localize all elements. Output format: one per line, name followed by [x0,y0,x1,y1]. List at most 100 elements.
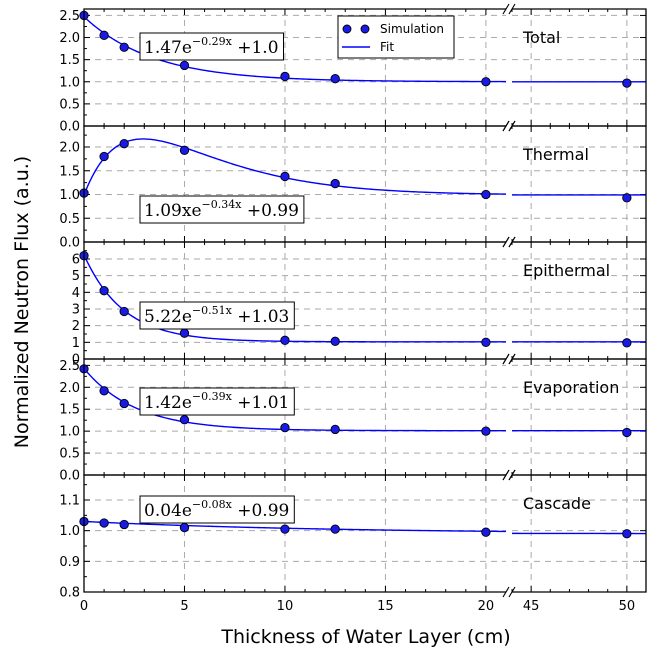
simulation-point [482,528,490,536]
fit-formula: 5.22e−0.51x +1.03 [140,302,294,329]
fit-formula: 1.47e−0.29x +1.0 [140,33,284,60]
fit-formula-exponent: −0.29x [192,35,233,48]
simulation-point [120,520,128,528]
simulation-point [180,146,188,154]
simulation-point [100,519,108,527]
simulation-point [482,338,490,346]
simulation-point [120,307,128,315]
panel-frame-left [84,475,506,592]
y-tick-label: 2.5 [59,9,80,24]
simulation-point [120,139,128,147]
legend-label-simulation: Simulation [380,22,444,36]
fit-formula-base: 1.47e [144,38,192,58]
simulation-point [623,428,631,436]
panel-label: Evaporation [523,378,619,397]
fit-formula-offset: +1.0 [232,38,279,58]
simulation-point [482,190,490,198]
simulation-point [180,61,188,69]
simulation-point [180,523,188,531]
fit-formula-exponent: −0.34x [202,198,243,211]
fit-formula-offset: +1.01 [232,393,290,413]
y-tick-label: 2 [72,319,80,334]
legend-marker-simulation [361,25,369,33]
simulation-point [331,179,339,187]
x-tick-label: 10 [277,599,294,614]
simulation-point [623,339,631,347]
simulation-point [331,74,339,82]
y-tick-label: 1.1 [59,494,80,509]
panel-cascade: 0.8 0.9 1.0 1.1 Cascade 0.04e−0.08x +0.99 [59,470,646,601]
fit-formula: 0.04e−0.08x +0.99 [140,496,294,523]
panel-frame-right [512,9,646,126]
fit-formula-exponent: −0.51x [192,304,233,317]
simulation-point [281,336,289,344]
simulation-point [180,329,188,337]
y-tick-label: 0.5 [59,447,80,462]
y-tick-label: 5 [72,269,80,284]
simulation-point [281,423,289,431]
y-tick-label: 0.0 [59,469,80,484]
fit-formula-base: 5.22e [144,307,192,327]
y-tick-label: 0.8 [59,586,80,601]
y-tick-label: 1.5 [59,403,80,418]
simulation-point [100,152,108,160]
simulation-point [623,79,631,87]
panel-label: Thermal [522,145,589,164]
simulation-point [281,72,289,80]
x-tick-label: 0 [80,599,88,614]
fit-formula-base: 1.09xe [144,201,202,221]
simulation-point [281,525,289,533]
x-axis-title: Thickness of Water Layer (cm) [220,626,510,648]
simulation-point [100,31,108,39]
y-tick-label: 6 [72,253,80,268]
y-axis-title: Normalized Neutron Flux (a.u.) [11,156,33,448]
fit-formula-offset: +1.03 [232,307,290,327]
simulation-point [623,530,631,538]
panel-label: Cascade [523,494,591,513]
simulation-point [331,337,339,345]
fit-formula-offset: +0.99 [232,501,290,521]
y-tick-label: 2.0 [59,381,80,396]
y-tick-label: 2.0 [59,31,80,46]
panel-evaporation: 0.0 0.5 1.0 1.5 2.0 2.5 Evaporation 1.42e−0.39x… [59,354,646,484]
panel-label: Epithermal [523,261,610,280]
fit-formula: 1.42e−0.39x +1.01 [140,388,294,415]
y-tick-label: 2.0 [59,141,80,156]
x-tick-label: 20 [478,599,495,614]
x-tick-label: 50 [619,599,636,614]
x-tick-label: 45 [523,599,540,614]
fit-formula-exponent: −0.08x [192,498,233,511]
legend: Simulation Fit [338,16,454,58]
x-tick-label: 15 [377,599,394,614]
simulation-point [623,194,631,202]
y-tick-label: 1.0 [59,75,80,90]
y-tick-label: 1.5 [59,164,80,179]
panel-frame-left [84,126,506,242]
legend-label-fit: Fit [380,40,394,54]
simulation-point [482,427,490,435]
simulation-point [120,43,128,51]
simulation-point [100,387,108,395]
y-tick-label: 0.0 [59,236,80,251]
simulation-point [281,172,289,180]
y-tick-label: 3 [72,303,80,318]
y-tick-label: 1.0 [59,425,80,440]
legend-marker-simulation [343,25,351,33]
simulation-point [100,286,108,294]
y-tick-label: 1.0 [59,188,80,203]
y-tick-label: 1 [72,336,80,351]
y-tick-label: 1.0 [59,524,80,539]
panel-label: Total [522,28,560,47]
fit-formula-base: 1.42e [144,393,192,413]
panel-frame-left [84,359,506,475]
y-tick-label: 0.0 [59,120,80,135]
y-tick-label: 2.5 [59,359,80,374]
simulation-point [331,425,339,433]
fit-formula-offset: +0.99 [241,201,299,221]
y-tick-label: 0.9 [59,555,80,570]
simulation-point [120,399,128,407]
